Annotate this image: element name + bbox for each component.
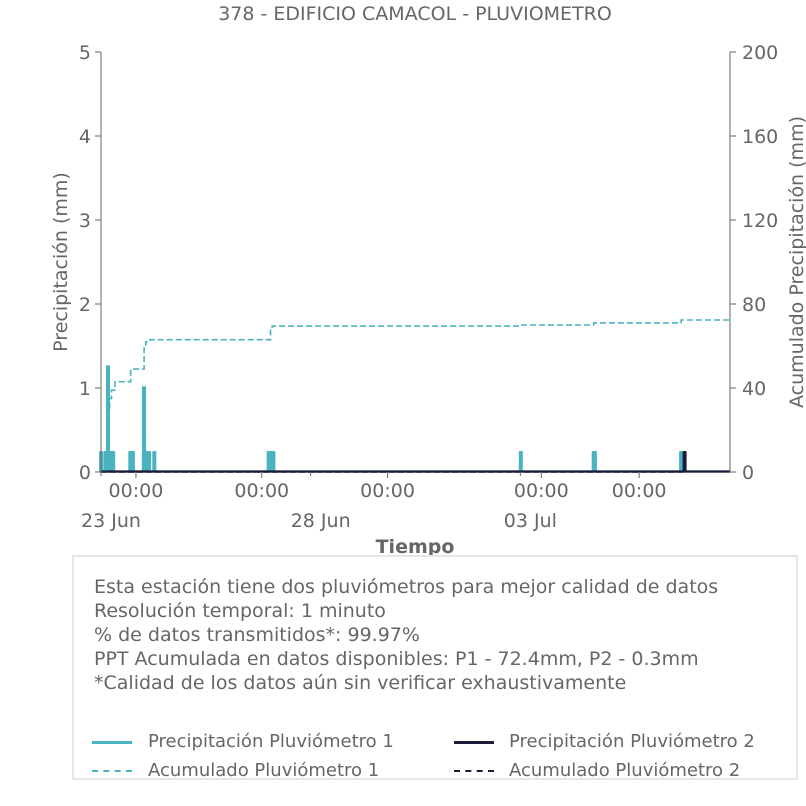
y-tick-label-right: 80 xyxy=(742,294,766,316)
precip-bar-s0 xyxy=(271,451,276,472)
legend-label-p2: Precipitación Pluviómetro 2 xyxy=(509,731,755,752)
y-tick-label-right: 200 xyxy=(742,42,778,64)
precip-bar-s0 xyxy=(147,451,151,472)
accum-line-s3 xyxy=(101,470,730,473)
y-tick-label-right: 40 xyxy=(742,378,766,400)
y-tick-label-left: 3 xyxy=(79,210,91,232)
y-axis-label: Precipitación (mm) xyxy=(50,172,72,352)
accumulated-lines xyxy=(101,319,730,473)
y-tick-label-left: 4 xyxy=(79,126,91,148)
info-accumulated: PPT Acumulada en datos disponibles: P1 -… xyxy=(94,648,699,670)
info-resolution: Resolución temporal: 1 minuto xyxy=(94,600,386,622)
info-transmitted: % de datos transmitidos*: 99.97% xyxy=(94,624,420,646)
rain-chart: 378 - EDIFICIO CAMACOL - PLUVIOMETRO 012… xyxy=(50,3,806,558)
legend-swatch-a1 xyxy=(92,770,132,772)
x-date-label: 28 Jun xyxy=(291,510,351,532)
y-tick-label-left: 0 xyxy=(79,462,91,484)
y-tick-label-left: 5 xyxy=(79,42,91,64)
legend-label-p1: Precipitación Pluviómetro 1 xyxy=(148,731,394,752)
legend-swatch-p2 xyxy=(454,741,494,744)
precip-bar-s0 xyxy=(592,451,597,472)
y-tick-label-right: 120 xyxy=(742,210,778,232)
chart-title: 378 - EDIFICIO CAMACOL - PLUVIOMETRO xyxy=(218,3,612,25)
y-axis-right-label: Acumulado Precipitación (mm) xyxy=(786,116,806,408)
x-date-label: 23 Jun xyxy=(81,510,141,532)
y-tick-label-left: 1 xyxy=(79,378,91,400)
precipitation-bars xyxy=(99,365,730,473)
x-tick-label: 00:00 xyxy=(612,480,667,502)
y-tick-label-right: 160 xyxy=(742,126,778,148)
legend-swatch-p1 xyxy=(92,741,132,744)
x-axis-label: Tiempo xyxy=(376,536,455,558)
x-tick-label: 00:00 xyxy=(234,480,289,502)
y-tick-label-left: 2 xyxy=(79,294,91,316)
precip-bar-s1 xyxy=(682,451,687,472)
precip-bar-s0 xyxy=(679,451,684,472)
x-date-label: 03 Jul xyxy=(504,510,557,532)
info-box: Esta estación tiene dos pluviómetros par… xyxy=(72,555,798,781)
legend-label-a1: Acumulado Pluviómetro 1 xyxy=(148,760,380,781)
precip-bar-s0 xyxy=(130,451,135,472)
y-tick-label-right: 0 xyxy=(742,462,754,484)
accum-line-s2 xyxy=(101,319,730,473)
precip-bar-s0 xyxy=(106,365,110,472)
precip-bar-s0 xyxy=(143,451,148,472)
axes: 0 1 2 3 4 5 0 40 80 120 160 200 00:00 00:00 00:00 00:00… xyxy=(79,42,778,532)
precip-bar-s0 xyxy=(152,451,157,472)
x-tick-label: 00:00 xyxy=(360,480,415,502)
x-tick-label: 00:00 xyxy=(514,480,569,502)
x-tick-label: 00:00 xyxy=(109,480,164,502)
precip-bar-s0 xyxy=(111,451,116,472)
info-quality-note: *Calidad de los datos aún sin verificar … xyxy=(94,672,627,694)
legend-label-a2: Acumulado Pluviómetro 2 xyxy=(509,760,741,781)
legend-swatch-a2 xyxy=(454,770,494,772)
info-stations-note: Esta estación tiene dos pluviómetros par… xyxy=(94,576,719,598)
precip-bar-s0 xyxy=(518,451,523,472)
